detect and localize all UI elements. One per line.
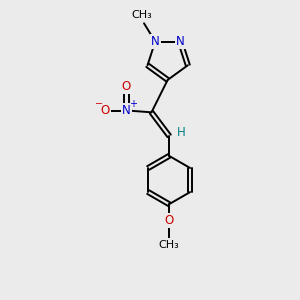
- Text: CH₃: CH₃: [131, 10, 152, 20]
- Text: N: N: [122, 104, 131, 117]
- Text: O: O: [164, 214, 174, 227]
- Text: O: O: [100, 104, 110, 117]
- Text: CH₃: CH₃: [159, 239, 179, 250]
- Text: N: N: [176, 35, 184, 48]
- Text: O: O: [122, 80, 131, 93]
- Text: N: N: [151, 35, 160, 48]
- Text: H: H: [177, 126, 186, 140]
- Text: +: +: [129, 99, 137, 110]
- Text: −: −: [95, 99, 104, 110]
